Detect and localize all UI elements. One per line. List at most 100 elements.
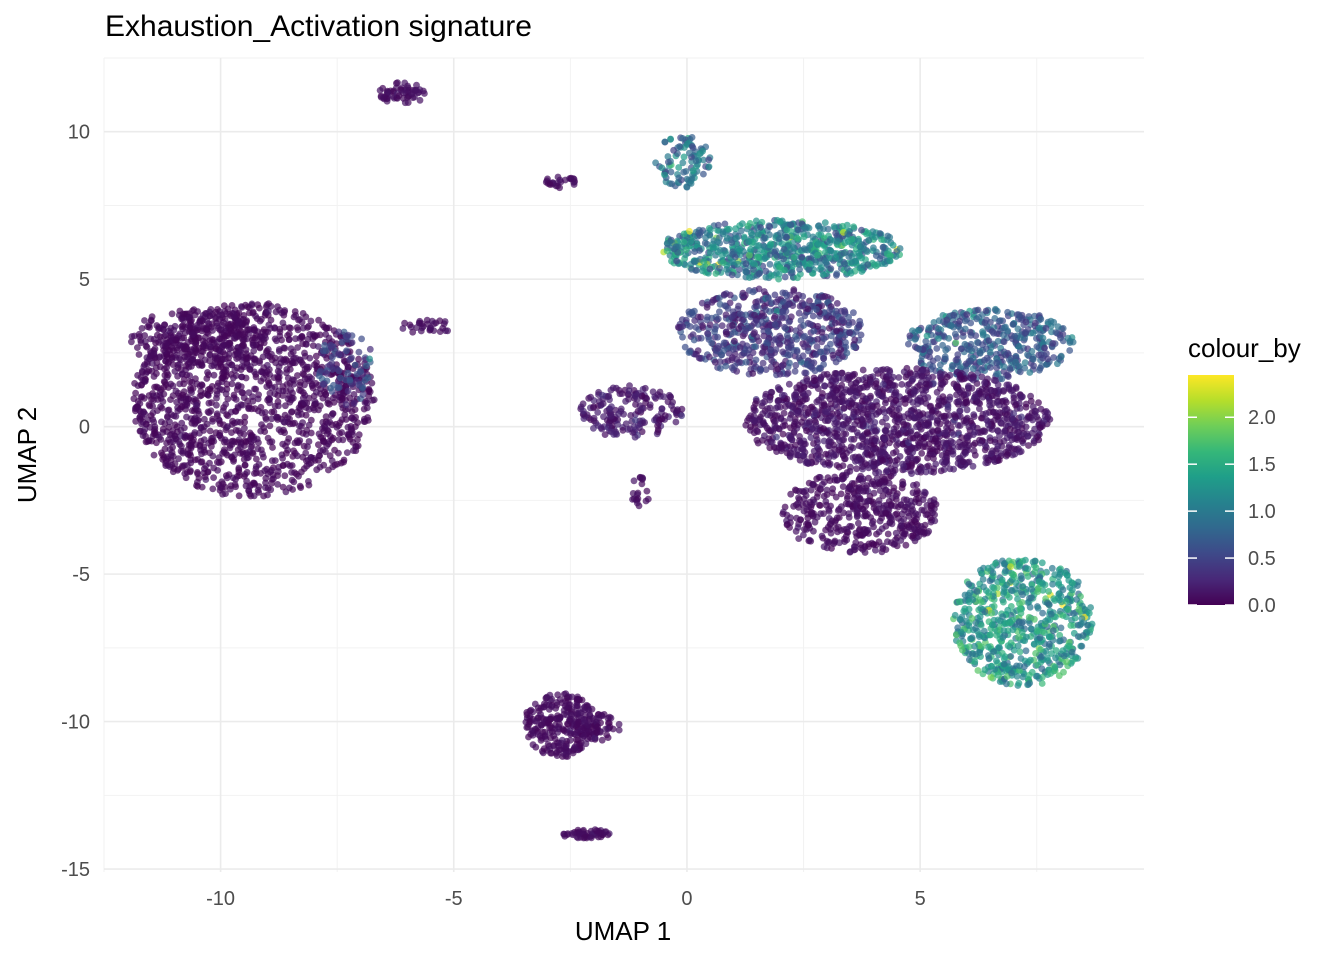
data-point bbox=[319, 434, 326, 442]
data-point bbox=[248, 336, 256, 344]
data-point bbox=[248, 432, 256, 440]
data-point bbox=[299, 453, 307, 461]
data-point bbox=[675, 164, 683, 171]
data-point bbox=[226, 345, 233, 353]
data-point bbox=[753, 333, 761, 341]
data-point bbox=[145, 321, 153, 329]
data-point bbox=[784, 369, 792, 377]
data-point bbox=[790, 254, 798, 261]
data-point bbox=[878, 392, 886, 400]
data-point bbox=[262, 479, 269, 487]
data-point bbox=[365, 386, 373, 394]
data-point bbox=[717, 247, 724, 254]
data-point bbox=[759, 359, 767, 367]
data-point bbox=[674, 237, 681, 245]
data-point bbox=[219, 342, 227, 350]
data-point bbox=[325, 438, 333, 445]
data-point bbox=[682, 251, 689, 259]
data-point bbox=[225, 321, 232, 329]
data-point bbox=[441, 318, 449, 325]
cluster-left-large bbox=[130, 300, 378, 500]
data-point bbox=[171, 367, 179, 375]
data-point bbox=[970, 447, 978, 455]
data-point bbox=[156, 363, 164, 371]
data-point bbox=[270, 374, 278, 381]
data-point bbox=[255, 336, 263, 343]
data-point bbox=[245, 389, 253, 396]
data-point bbox=[275, 363, 283, 371]
data-point bbox=[794, 226, 802, 234]
data-point bbox=[262, 415, 270, 423]
data-point bbox=[368, 379, 376, 387]
cluster-small-mid bbox=[542, 173, 578, 192]
data-point bbox=[127, 338, 135, 346]
data-point bbox=[213, 322, 221, 330]
data-point bbox=[681, 261, 689, 269]
data-point bbox=[850, 343, 858, 351]
data-point bbox=[319, 380, 327, 388]
data-point bbox=[607, 413, 615, 420]
data-point bbox=[758, 218, 766, 226]
data-point bbox=[705, 163, 713, 171]
data-point bbox=[325, 466, 332, 474]
cluster-right-mid-upper bbox=[674, 285, 865, 379]
data-point bbox=[173, 398, 181, 406]
data-point bbox=[288, 408, 295, 416]
data-point bbox=[882, 399, 889, 407]
data-point bbox=[801, 224, 808, 232]
data-point bbox=[590, 414, 598, 422]
data-point bbox=[186, 378, 194, 386]
data-point bbox=[355, 348, 363, 356]
data-point bbox=[813, 305, 820, 313]
data-point bbox=[736, 310, 744, 318]
data-point bbox=[915, 442, 923, 449]
data-point bbox=[832, 254, 840, 261]
data-point bbox=[710, 237, 718, 245]
data-point bbox=[635, 389, 642, 397]
data-point bbox=[660, 393, 668, 401]
data-point bbox=[723, 265, 730, 273]
data-point bbox=[346, 376, 354, 384]
data-point bbox=[838, 316, 846, 323]
data-point bbox=[268, 438, 276, 446]
data-point bbox=[222, 449, 230, 457]
data-point bbox=[344, 363, 352, 371]
data-point bbox=[781, 323, 788, 331]
data-point bbox=[827, 332, 835, 340]
data-point bbox=[777, 229, 784, 237]
data-point bbox=[366, 355, 373, 363]
data-point bbox=[210, 362, 218, 369]
data-point bbox=[905, 340, 912, 348]
data-point bbox=[181, 462, 188, 469]
data-point bbox=[806, 297, 813, 305]
data-point bbox=[270, 475, 277, 483]
data-point bbox=[607, 428, 615, 436]
data-point bbox=[806, 241, 814, 249]
data-point bbox=[290, 313, 298, 321]
data-point bbox=[993, 370, 1000, 378]
data-point bbox=[348, 339, 356, 346]
data-point bbox=[322, 331, 330, 338]
data-point bbox=[949, 439, 957, 446]
data-point bbox=[251, 405, 259, 413]
data-point bbox=[594, 409, 602, 416]
data-point bbox=[637, 406, 645, 414]
data-point bbox=[734, 260, 742, 268]
data-point bbox=[227, 327, 235, 335]
data-point bbox=[251, 326, 258, 334]
data-point bbox=[294, 344, 301, 351]
data-point bbox=[376, 87, 384, 94]
data-point bbox=[703, 316, 711, 324]
data-point bbox=[672, 243, 680, 251]
data-point bbox=[733, 356, 741, 363]
data-point bbox=[313, 359, 320, 366]
data-point bbox=[335, 384, 343, 391]
data-point bbox=[636, 474, 644, 481]
data-point bbox=[793, 336, 800, 343]
data-point bbox=[408, 89, 416, 97]
data-point bbox=[784, 301, 791, 309]
data-point bbox=[711, 328, 718, 336]
data-point bbox=[326, 361, 334, 369]
data-point bbox=[688, 143, 696, 150]
data-point bbox=[293, 324, 301, 331]
